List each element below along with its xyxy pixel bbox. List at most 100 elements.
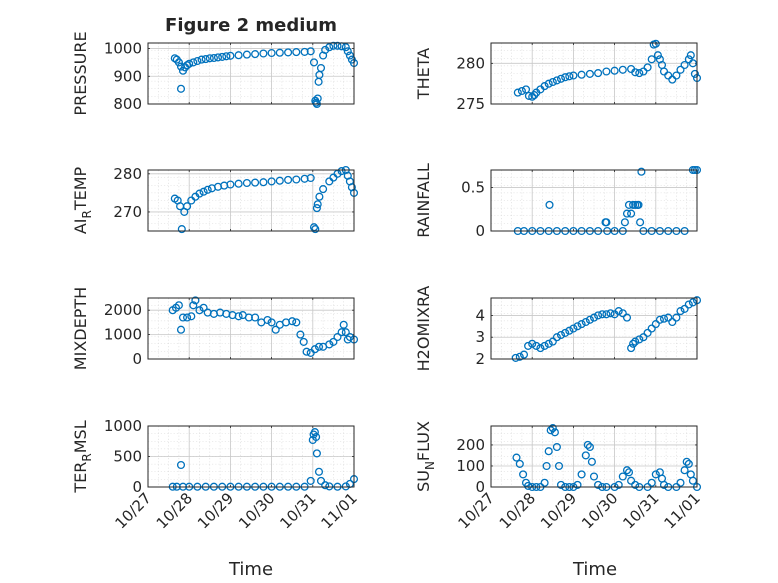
data-point bbox=[585, 69, 594, 78]
data-point bbox=[292, 48, 301, 57]
data-point bbox=[668, 317, 677, 327]
data-point bbox=[573, 322, 582, 331]
data-point bbox=[329, 337, 338, 346]
data-point bbox=[209, 53, 218, 63]
data-point bbox=[319, 185, 328, 194]
data-point bbox=[234, 51, 243, 60]
data-point bbox=[311, 225, 320, 234]
data-point bbox=[259, 178, 268, 187]
data-point bbox=[312, 449, 321, 458]
data-point bbox=[659, 67, 669, 76]
y-tick-label: 280 bbox=[456, 54, 485, 72]
data-point bbox=[631, 337, 640, 346]
data-point bbox=[345, 332, 354, 342]
data-point bbox=[594, 480, 603, 489]
data-point bbox=[191, 296, 200, 305]
data-point bbox=[672, 313, 681, 322]
data-point bbox=[548, 77, 557, 87]
data-point bbox=[622, 313, 632, 322]
data-point bbox=[193, 56, 202, 66]
y-tick-label: 275 bbox=[456, 95, 485, 113]
data-point bbox=[302, 347, 311, 356]
data-point bbox=[176, 460, 186, 470]
data-point bbox=[284, 175, 293, 184]
data-point bbox=[234, 179, 243, 188]
data-point bbox=[589, 472, 599, 481]
data-point bbox=[569, 324, 578, 333]
data-point bbox=[312, 204, 321, 213]
data-point bbox=[583, 440, 592, 449]
data-point bbox=[259, 49, 268, 58]
data-point bbox=[672, 71, 681, 80]
data-point bbox=[292, 175, 301, 184]
data-point bbox=[637, 167, 646, 176]
data-point bbox=[635, 335, 644, 344]
x-axis-label-right: Time bbox=[572, 559, 617, 580]
data-point bbox=[275, 176, 284, 185]
x-axis-label-left: Time bbox=[228, 559, 273, 580]
data-point bbox=[618, 65, 627, 74]
data-point bbox=[684, 55, 693, 64]
data-point bbox=[544, 447, 553, 456]
data-point bbox=[631, 480, 640, 489]
data-point bbox=[195, 306, 204, 315]
data-point bbox=[325, 482, 334, 491]
axes-box bbox=[147, 169, 355, 232]
y-tick-label: 900 bbox=[113, 67, 142, 85]
y-tick-label: 0 bbox=[132, 478, 142, 496]
data-point bbox=[306, 47, 315, 56]
data-point bbox=[343, 47, 352, 56]
data-point bbox=[315, 192, 324, 201]
y-tick-label: 280 bbox=[113, 165, 142, 183]
data-point bbox=[528, 339, 537, 348]
data-point bbox=[271, 325, 280, 334]
data-point bbox=[569, 71, 578, 80]
data-point bbox=[618, 472, 627, 481]
data-point bbox=[556, 330, 566, 340]
data-point bbox=[234, 312, 243, 321]
data-point bbox=[643, 63, 652, 72]
data-point bbox=[517, 86, 526, 96]
data-point bbox=[312, 432, 321, 442]
data-point bbox=[577, 470, 586, 479]
data-point bbox=[594, 311, 603, 320]
data-point bbox=[512, 453, 521, 462]
y-axis-label: TERRMSL bbox=[71, 420, 94, 493]
data-point bbox=[659, 480, 669, 489]
data-point bbox=[183, 313, 192, 322]
data-point bbox=[242, 50, 251, 59]
data-point bbox=[602, 310, 611, 319]
y-tick-label: 1000 bbox=[104, 417, 142, 435]
data-point bbox=[581, 317, 590, 327]
data-point bbox=[668, 75, 677, 84]
y-axis-label: SUNFLUX bbox=[414, 421, 437, 492]
data-point bbox=[345, 51, 354, 60]
y-axis-label: RAINFALL bbox=[414, 163, 433, 238]
data-point bbox=[314, 467, 324, 476]
data-point bbox=[205, 54, 214, 63]
axes-box bbox=[147, 425, 355, 488]
data-point bbox=[187, 312, 196, 321]
y-axis-label: AIRTEMP bbox=[71, 166, 94, 234]
data-point bbox=[333, 332, 342, 342]
data-point bbox=[602, 67, 611, 76]
data-point bbox=[199, 303, 208, 312]
data-point bbox=[339, 320, 348, 329]
data-point bbox=[688, 59, 697, 68]
data-point bbox=[686, 51, 695, 60]
data-point bbox=[536, 344, 545, 353]
data-point bbox=[684, 300, 693, 309]
data-point bbox=[682, 457, 691, 466]
data-point bbox=[554, 461, 564, 471]
data-point bbox=[222, 52, 231, 61]
y-tick-label: 2 bbox=[475, 350, 485, 368]
data-point bbox=[614, 480, 623, 489]
y-axis-label: PRESSURE bbox=[71, 31, 90, 115]
data-point bbox=[267, 48, 276, 58]
data-point bbox=[309, 58, 319, 67]
y-tick-label: 2000 bbox=[104, 301, 142, 319]
data-point bbox=[556, 480, 566, 489]
data-point bbox=[548, 424, 557, 433]
data-point bbox=[622, 209, 632, 218]
data-point bbox=[629, 339, 638, 348]
